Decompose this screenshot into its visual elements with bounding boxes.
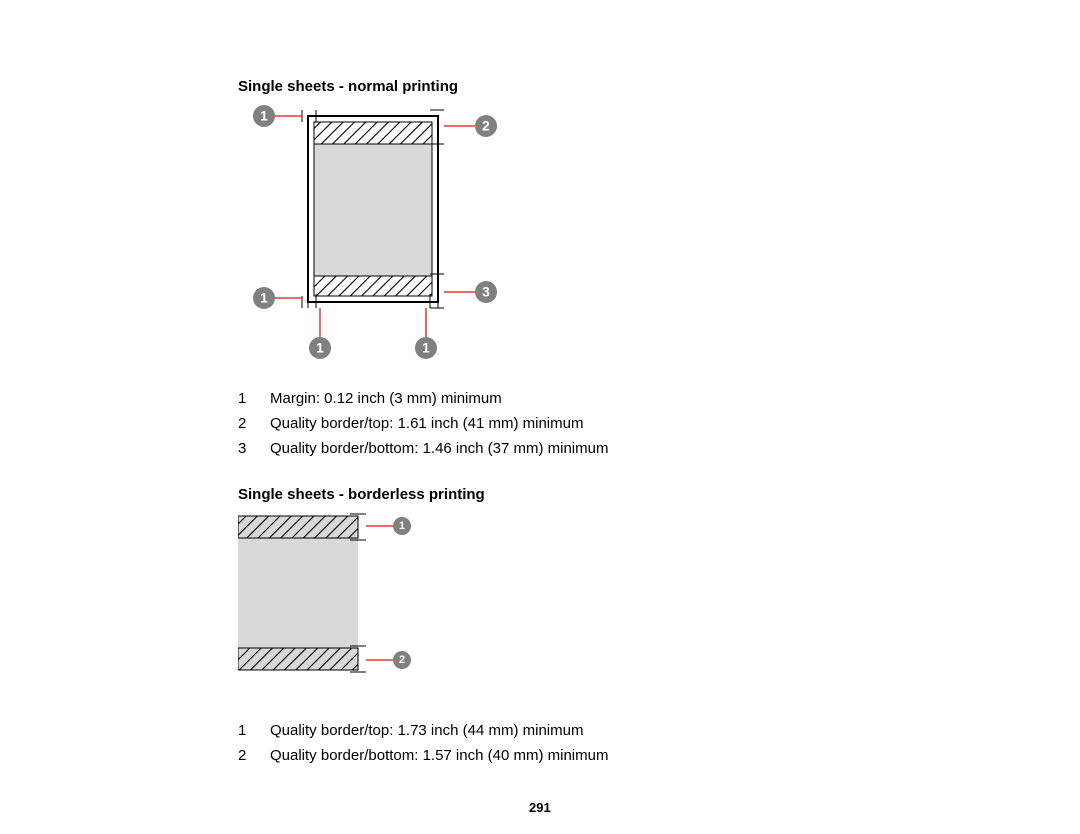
diagram-normal: 1 2 1 3 1 1 bbox=[238, 102, 518, 362]
legend-row: 3 Quality border/bottom: 1.46 inch (37 m… bbox=[238, 440, 608, 457]
legend-row: 1 Quality border/top: 1.73 inch (44 mm) … bbox=[238, 722, 608, 739]
diagram-borderless: 12 bbox=[238, 512, 438, 682]
svg-text:3: 3 bbox=[482, 285, 490, 300]
legend-text: Margin: 0.12 inch (3 mm) minimum bbox=[270, 390, 502, 407]
svg-text:2: 2 bbox=[399, 654, 405, 666]
svg-text:1: 1 bbox=[399, 520, 405, 532]
legend-row: 2 Quality border/bottom: 1.57 inch (40 m… bbox=[238, 747, 608, 764]
page: Single sheets - normal printing 121311 1… bbox=[0, 0, 1080, 834]
legend-num: 1 bbox=[238, 390, 250, 407]
legend-num: 3 bbox=[238, 440, 250, 457]
legend-row: 1 Margin: 0.12 inch (3 mm) minimum bbox=[238, 390, 608, 407]
legend-text: Quality border/top: 1.61 inch (41 mm) mi… bbox=[270, 415, 583, 432]
svg-text:2: 2 bbox=[482, 119, 490, 134]
heading-normal: Single sheets - normal printing bbox=[238, 78, 458, 95]
legend-text: Quality border/top: 1.73 inch (44 mm) mi… bbox=[270, 722, 583, 739]
legend-text: Quality border/bottom: 1.46 inch (37 mm)… bbox=[270, 440, 608, 457]
legend-normal: 1 Margin: 0.12 inch (3 mm) minimum 2 Qua… bbox=[238, 390, 608, 465]
svg-text:1: 1 bbox=[422, 341, 430, 356]
legend-num: 2 bbox=[238, 747, 250, 764]
svg-text:1: 1 bbox=[260, 109, 268, 124]
legend-text: Quality border/bottom: 1.57 inch (40 mm)… bbox=[270, 747, 608, 764]
legend-row: 2 Quality border/top: 1.61 inch (41 mm) … bbox=[238, 415, 608, 432]
svg-text:1: 1 bbox=[316, 341, 324, 356]
legend-num: 1 bbox=[238, 722, 250, 739]
legend-borderless: 1 Quality border/top: 1.73 inch (44 mm) … bbox=[238, 722, 608, 772]
page-number: 291 bbox=[529, 800, 551, 815]
svg-text:1: 1 bbox=[260, 291, 268, 306]
heading-borderless: Single sheets - borderless printing bbox=[238, 486, 485, 503]
legend-num: 2 bbox=[238, 415, 250, 432]
